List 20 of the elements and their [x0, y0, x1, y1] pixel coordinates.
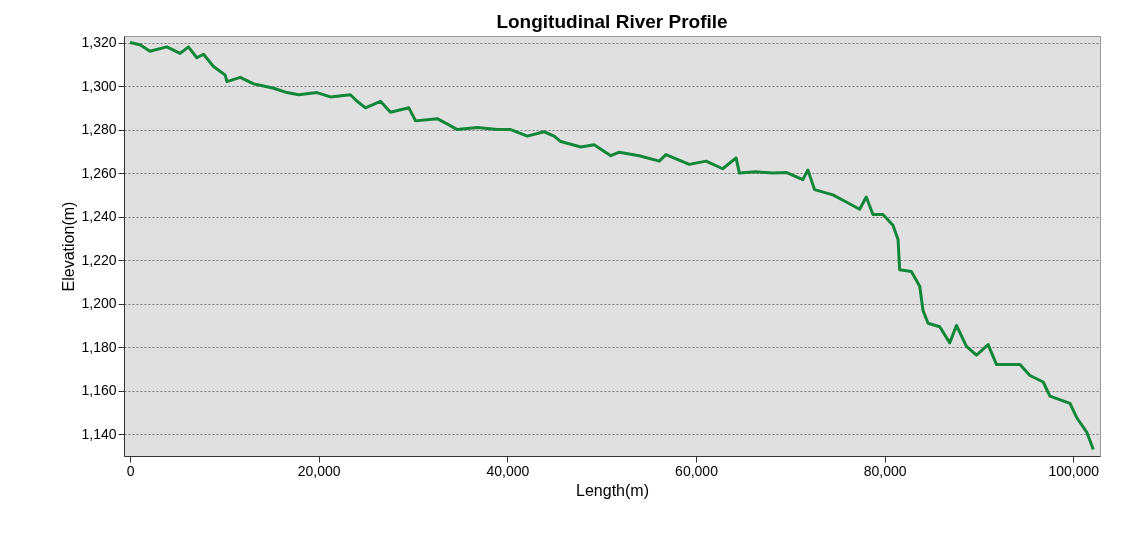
x-tick-label: 60,000 — [675, 462, 719, 479]
y-tick-label: 1,240 — [81, 208, 117, 225]
y-tick-label: 1,280 — [81, 121, 117, 138]
y-tick-label: 1,260 — [81, 164, 117, 181]
x-tick-label: 40,000 — [486, 462, 530, 479]
y-axis-title: Elevation(m) — [60, 201, 78, 292]
line-series — [128, 41, 1095, 451]
x-tick-label: 80,000 — [863, 462, 907, 479]
y-tick-label: 1,140 — [81, 425, 117, 442]
y-tick-label: 1,300 — [81, 77, 117, 94]
x-axis-title: Length(m) — [576, 481, 649, 499]
y-tick-label: 1,220 — [81, 251, 117, 268]
x-tick-label: 100,000 — [1048, 462, 1100, 479]
x-tick-label: 0 — [126, 462, 135, 479]
y-tick-label: 1,180 — [81, 338, 117, 355]
y-tick-label: 1,160 — [81, 382, 117, 399]
chart-title: Longitudinal River Profile — [496, 10, 728, 32]
x-tick-label: 20,000 — [297, 462, 341, 479]
y-tick-label: 1,200 — [81, 295, 117, 312]
y-tick-label: 1,320 — [81, 34, 117, 51]
